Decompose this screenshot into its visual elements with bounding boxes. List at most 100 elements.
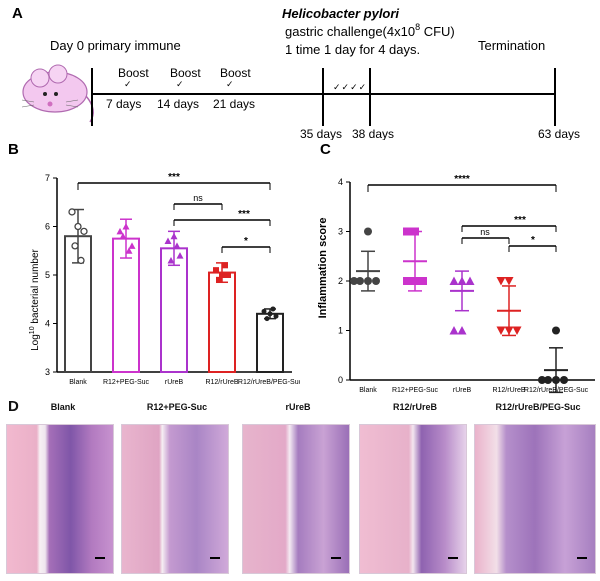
sig-label: *** xyxy=(514,215,526,226)
c-point xyxy=(457,276,467,285)
c-y-tick-label: 4 xyxy=(338,177,343,187)
b-point xyxy=(116,227,124,235)
b-y-tick-label: 7 xyxy=(45,173,50,183)
b-point xyxy=(264,316,270,322)
c-y-tick-label: 0 xyxy=(338,375,343,385)
c-category-label: R12/rUreB/PEG-Suc xyxy=(524,387,589,394)
b-point xyxy=(261,308,267,314)
sig-label: ns xyxy=(480,227,490,237)
boost-day-3: 21 days xyxy=(213,97,255,111)
mouse-illustration xyxy=(21,64,94,123)
c-point xyxy=(403,277,411,285)
panel-c-significance: **** *** ns * xyxy=(367,174,557,252)
day38-label: 38 days xyxy=(352,127,394,140)
boost-label-1: Boost xyxy=(118,66,149,80)
boost-label-2: Boost xyxy=(170,66,201,80)
challenge-line-1: gastric challenge(4x108 CFU) xyxy=(285,22,455,39)
c-category-label: R12+PEG-Suc xyxy=(392,387,439,394)
c-y-tick-label: 3 xyxy=(338,227,343,237)
histology-label-r12rureb: R12/rUreB xyxy=(392,402,438,412)
b-y-tick-label: 3 xyxy=(45,367,50,377)
panel-c-ylabel: Inflammation score xyxy=(317,218,329,319)
b-y-tick-label: 4 xyxy=(45,319,50,329)
boost-day-2: 14 days xyxy=(157,97,199,111)
c-point xyxy=(449,276,459,285)
sig-label: *** xyxy=(238,209,250,220)
b-point xyxy=(219,272,225,278)
histology-label-peg: R12+PEG-Suc xyxy=(146,402,208,412)
c-point xyxy=(465,276,475,285)
panel-b-significance: *** ns *** * xyxy=(77,172,271,253)
b-y-tick-label: 5 xyxy=(45,270,50,280)
b-point xyxy=(119,232,127,240)
b-point xyxy=(80,227,88,235)
c-category-label: Blank xyxy=(359,387,377,394)
b-category-label: rUreB xyxy=(165,379,184,386)
c-point xyxy=(552,376,560,384)
c-point xyxy=(364,227,372,236)
check-marks: ✓✓✓✓ xyxy=(333,82,367,92)
b-point xyxy=(74,222,82,231)
check-icon: ✓ xyxy=(124,79,132,89)
histology-image-r12rureb xyxy=(359,424,467,574)
b-point xyxy=(128,242,136,249)
day63-label: 63 days xyxy=(538,127,580,140)
c-point xyxy=(350,277,358,285)
b-point xyxy=(225,272,231,278)
b-point xyxy=(222,262,228,269)
c-point xyxy=(411,227,419,236)
b-y-tick-label: 6 xyxy=(45,222,50,232)
c-point xyxy=(419,277,427,285)
c-point xyxy=(538,376,546,384)
b-point xyxy=(125,247,133,254)
b-bar xyxy=(208,271,236,373)
b-point xyxy=(176,252,184,259)
c-point xyxy=(457,326,467,335)
c-point xyxy=(372,277,380,285)
check-icon: ✓ xyxy=(226,79,234,89)
panel-b-letter: B xyxy=(8,141,19,158)
sig-label: ns xyxy=(193,193,203,203)
day35-label: 35 days xyxy=(300,127,342,140)
b-point xyxy=(167,256,175,264)
b-point xyxy=(122,223,130,230)
panel-a-letter: A xyxy=(12,5,23,22)
termination-label: Termination xyxy=(478,38,545,53)
c-point xyxy=(411,277,419,285)
b-category-label: R12/rUreB/PEG-Suc xyxy=(238,379,300,386)
sig-label: * xyxy=(244,236,248,247)
c-point xyxy=(356,277,364,285)
c-point xyxy=(512,326,522,335)
b-point xyxy=(68,208,76,216)
histology-image-combo xyxy=(474,424,596,574)
panel-d-letter: D xyxy=(8,398,19,415)
c-point xyxy=(449,326,459,335)
panel-a: A Day 0 primary immune Boost Boost Boost… xyxy=(12,5,580,140)
b-point xyxy=(270,306,276,312)
c-point xyxy=(552,326,560,335)
histology-label-combo: R12/rUreB/PEG-Suc xyxy=(495,402,581,412)
sig-label: *** xyxy=(168,172,180,183)
c-category-label: rUreB xyxy=(453,387,472,394)
b-point xyxy=(267,311,273,317)
boost-label-3: Boost xyxy=(220,66,251,80)
c-point xyxy=(504,326,514,335)
sig-label: **** xyxy=(454,174,470,185)
c-y-tick-label: 1 xyxy=(338,326,343,336)
sig-label: * xyxy=(531,235,535,246)
c-point xyxy=(364,277,372,285)
b-point xyxy=(216,276,222,283)
b-category-label: Blank xyxy=(69,379,87,386)
b-point xyxy=(273,313,279,319)
b-point xyxy=(170,232,178,240)
c-point xyxy=(496,326,506,335)
b-bar xyxy=(160,247,188,373)
c-point xyxy=(403,227,411,236)
histology-label-blank: Blank xyxy=(50,402,76,412)
histology-image-rureb xyxy=(242,424,350,574)
challenge-line-2: 1 time 1 day for 4 days. xyxy=(285,42,420,57)
b-point xyxy=(173,242,181,249)
check-icon: ✓ xyxy=(176,79,184,89)
histology-image-blank xyxy=(6,424,114,574)
c-point xyxy=(504,277,514,286)
